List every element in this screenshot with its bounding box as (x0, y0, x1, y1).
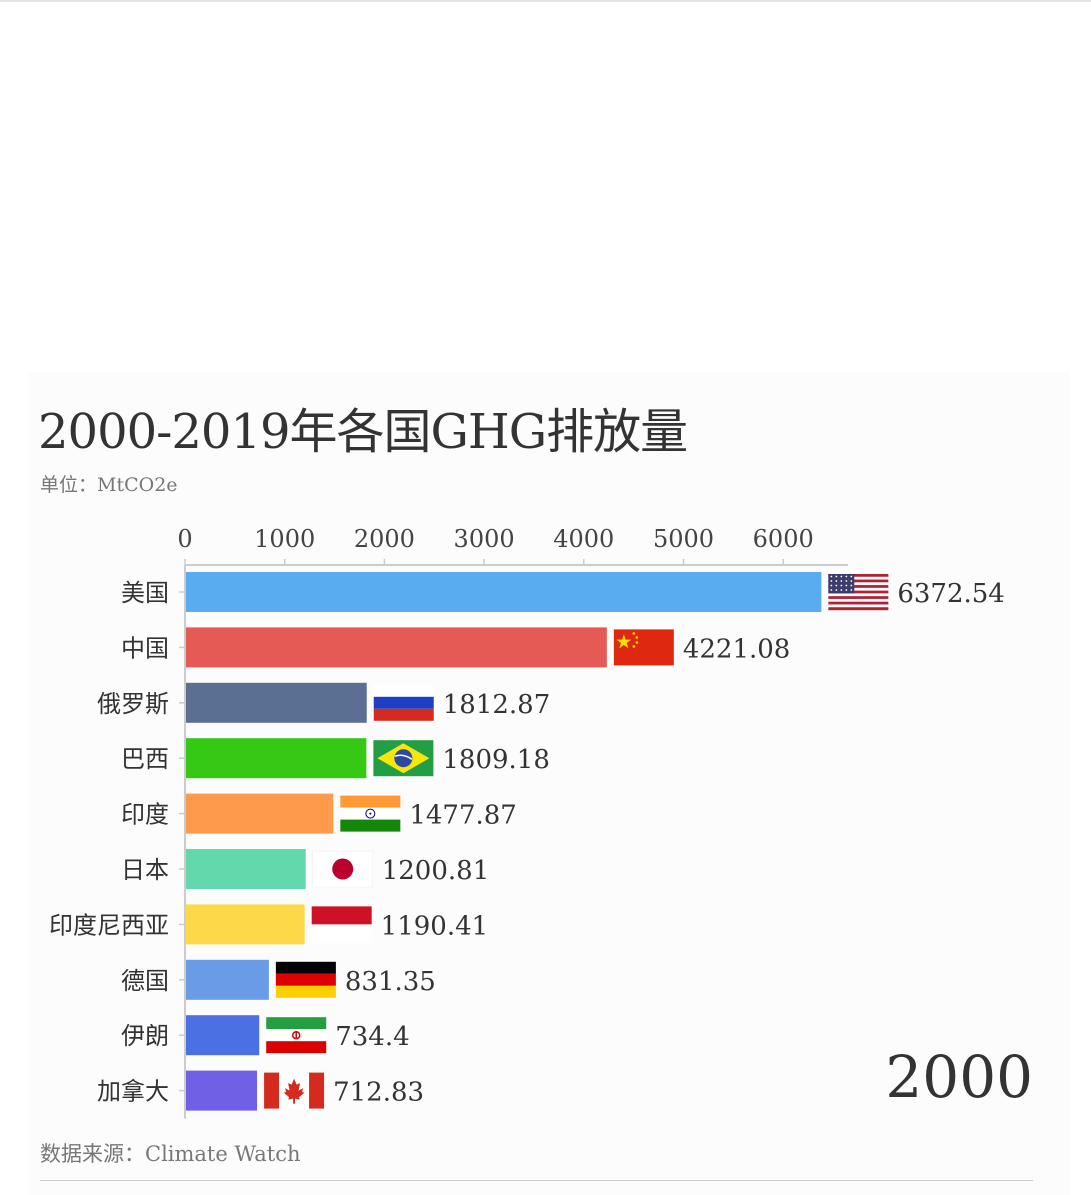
value-label: 1477.87 (409, 801, 517, 831)
category-label: 印度尼西亚 (49, 911, 169, 939)
data-source: 数据来源：Climate Watch (40, 1142, 301, 1166)
germany-flag-icon (275, 961, 336, 998)
value-label: 1812.87 (443, 690, 551, 720)
bar (186, 738, 367, 779)
chart-panel (28, 372, 1070, 1195)
indonesia-flag-icon (311, 906, 372, 943)
x-tick-label: 3000 (454, 525, 515, 553)
x-tick-label: 0 (177, 525, 192, 553)
bar (186, 572, 822, 612)
chart-title: 2000-2019年各国GHG排放量 (38, 404, 688, 460)
value-label: 6372.54 (897, 579, 1005, 609)
x-tick-label: 6000 (753, 525, 814, 553)
bar (186, 1015, 260, 1056)
category-label: 美国 (121, 579, 169, 607)
category-label: 俄罗斯 (97, 690, 169, 718)
iran-flag-icon (266, 1017, 327, 1054)
category-label: 巴西 (121, 745, 169, 773)
x-tick-label: 2000 (354, 525, 415, 553)
value-label: 1190.41 (381, 911, 489, 941)
us-flag-icon (828, 574, 889, 611)
brazil-flag-icon (373, 740, 434, 777)
russia-flag-icon (373, 684, 434, 721)
india-flag-icon (340, 795, 401, 832)
bar (186, 904, 305, 945)
value-label: 831.35 (345, 967, 436, 997)
x-axis-ticks: 0 1000 2000 3000 4000 5000 6000 (177, 525, 849, 1119)
value-label: 1809.18 (442, 745, 550, 775)
x-tick-label: 1000 (254, 525, 315, 553)
canada-flag-icon (264, 1072, 325, 1109)
x-tick-label: 5000 (653, 525, 714, 553)
bars: 美国 6372.54 中国 4221.08 俄罗斯 1812.87 巴西 1809.18 印度 1… (49, 572, 1005, 1111)
bar (186, 1070, 258, 1111)
value-label: 712.83 (333, 1078, 424, 1108)
category-label: 中国 (121, 634, 169, 662)
japan-flag-icon (312, 850, 373, 888)
value-label: 734.4 (335, 1022, 409, 1052)
bar (186, 849, 306, 889)
bottom-divider (40, 1180, 1033, 1181)
category-label: 印度 (121, 801, 169, 829)
bar (186, 793, 334, 834)
x-tick-label: 4000 (553, 525, 614, 553)
bar (186, 959, 269, 1000)
unit-label: 单位：MtCO2e (40, 474, 178, 496)
value-label: 1200.81 (382, 856, 490, 886)
top-divider (0, 0, 1091, 2)
category-label: 加拿大 (97, 1078, 169, 1106)
category-label: 日本 (121, 856, 169, 884)
value-label: 4221.08 (683, 634, 791, 664)
category-label: 德国 (121, 967, 169, 995)
year-label: 2000 (885, 1043, 1033, 1111)
china-flag-icon (613, 629, 674, 666)
bar (186, 627, 607, 668)
category-label: 伊朗 (121, 1022, 169, 1050)
bar (186, 682, 367, 723)
